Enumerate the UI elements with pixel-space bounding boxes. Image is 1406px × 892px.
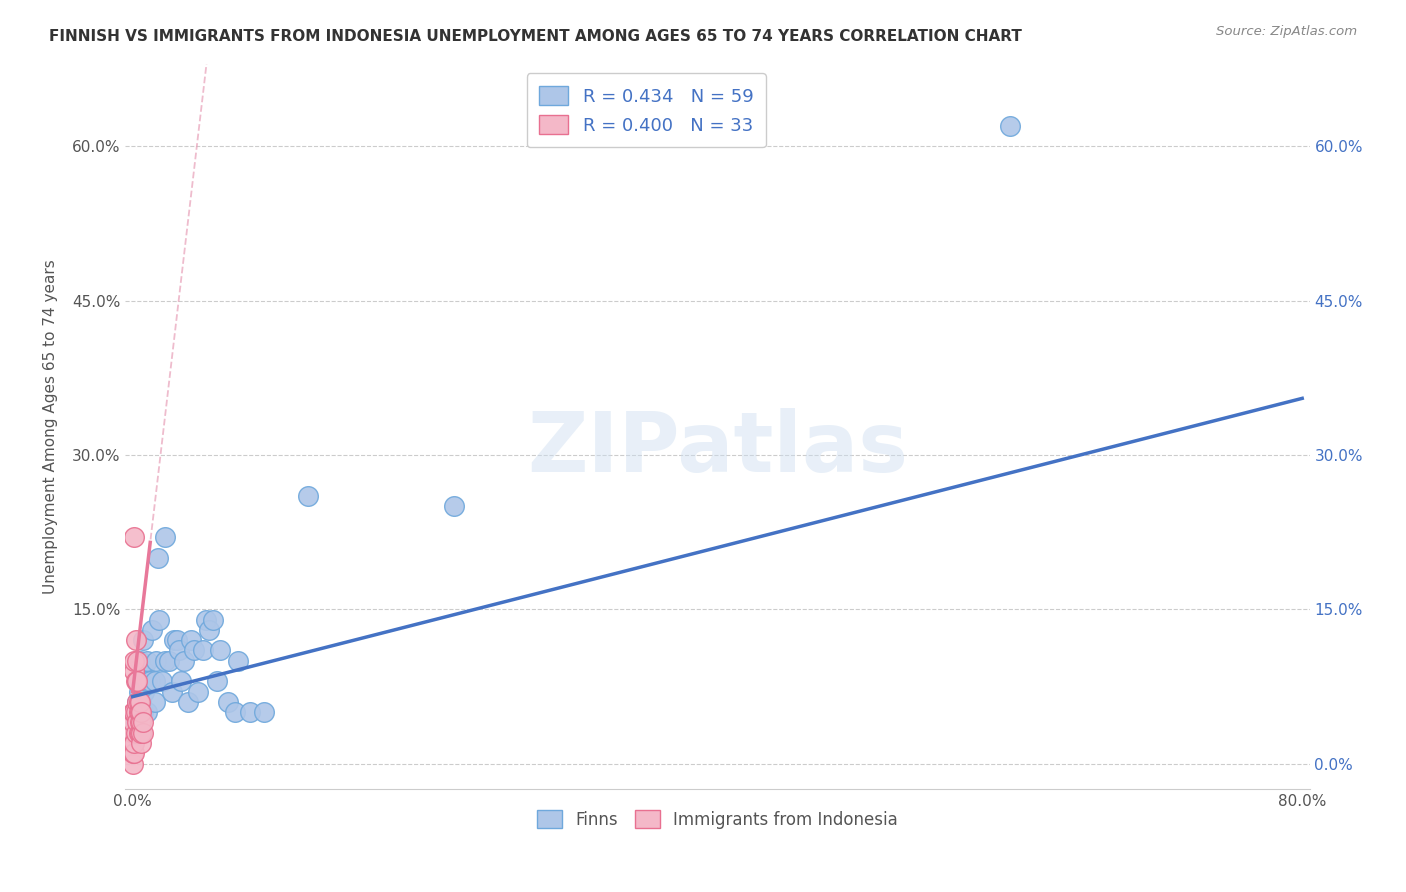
Point [209, 643, 232, 657]
Point [132, 705, 155, 719]
Point [136, 705, 159, 719]
Point [226, 654, 249, 668]
Point [125, 715, 148, 730]
Point [143, 695, 166, 709]
Point [128, 695, 150, 709]
Point [131, 695, 153, 709]
Point [131, 715, 153, 730]
Point [224, 705, 246, 719]
Point [143, 674, 166, 689]
Point [121, 756, 143, 771]
Point [125, 674, 148, 689]
Point [128, 715, 150, 730]
Point [998, 119, 1021, 133]
Point [121, 715, 143, 730]
Point [122, 746, 145, 760]
Point [132, 633, 155, 648]
Point [121, 746, 143, 760]
Text: FINNISH VS IMMIGRANTS FROM INDONESIA UNEMPLOYMENT AMONG AGES 65 TO 74 YEARS CORR: FINNISH VS IMMIGRANTS FROM INDONESIA UNE… [49, 29, 1022, 44]
Point [131, 725, 153, 739]
Point [129, 695, 152, 709]
Point [125, 705, 148, 719]
Point [135, 674, 157, 689]
Point [162, 633, 184, 648]
Point [157, 654, 180, 668]
Point [239, 705, 262, 719]
Point [124, 725, 146, 739]
Point [122, 664, 145, 678]
Point [180, 633, 202, 648]
Point [124, 633, 146, 648]
Point [136, 654, 159, 668]
Point [148, 613, 170, 627]
Point [131, 705, 153, 719]
Point [129, 715, 152, 730]
Point [128, 684, 150, 698]
Point [121, 725, 143, 739]
Point [122, 736, 145, 750]
Point [146, 550, 169, 565]
Point [125, 695, 148, 709]
Point [122, 705, 145, 719]
Point [134, 684, 156, 698]
Point [128, 725, 150, 739]
Point [121, 705, 143, 719]
Point [194, 613, 217, 627]
Legend: Finns, Immigrants from Indonesia: Finns, Immigrants from Indonesia [530, 804, 904, 835]
Point [128, 705, 150, 719]
Point [202, 613, 225, 627]
Point [153, 530, 176, 544]
Point [129, 674, 152, 689]
Point [124, 715, 146, 730]
Point [150, 674, 173, 689]
Point [187, 684, 209, 698]
Point [125, 654, 148, 668]
Point [131, 674, 153, 689]
Point [121, 736, 143, 750]
Point [129, 705, 152, 719]
Point [124, 705, 146, 719]
Point [136, 674, 159, 689]
Point [217, 695, 239, 709]
Point [131, 725, 153, 739]
Point [122, 654, 145, 668]
Point [134, 664, 156, 678]
Point [129, 695, 152, 709]
Point [207, 674, 229, 689]
Point [173, 654, 195, 668]
Point [124, 725, 146, 739]
Point [160, 684, 183, 698]
Point [124, 674, 146, 689]
Point [177, 695, 200, 709]
Point [125, 695, 148, 709]
Y-axis label: Unemployment Among Ages 65 to 74 years: Unemployment Among Ages 65 to 74 years [44, 260, 58, 594]
Point [297, 489, 319, 503]
Point [128, 695, 150, 709]
Point [129, 654, 152, 668]
Point [166, 633, 188, 648]
Point [122, 530, 145, 544]
Point [191, 643, 214, 657]
Text: Source: ZipAtlas.com: Source: ZipAtlas.com [1216, 25, 1357, 38]
Point [131, 736, 153, 750]
Point [145, 654, 167, 668]
Point [122, 705, 145, 719]
Point [125, 674, 148, 689]
Text: ZIPatlas: ZIPatlas [527, 408, 908, 489]
Point [141, 623, 163, 637]
Point [129, 725, 152, 739]
Point [170, 674, 193, 689]
Point [253, 705, 276, 719]
Point [169, 643, 191, 657]
Point [129, 705, 152, 719]
Point [139, 674, 162, 689]
Point [153, 654, 176, 668]
Point [443, 500, 465, 514]
Point [197, 623, 219, 637]
Point [132, 715, 155, 730]
Point [183, 643, 205, 657]
Point [132, 725, 155, 739]
